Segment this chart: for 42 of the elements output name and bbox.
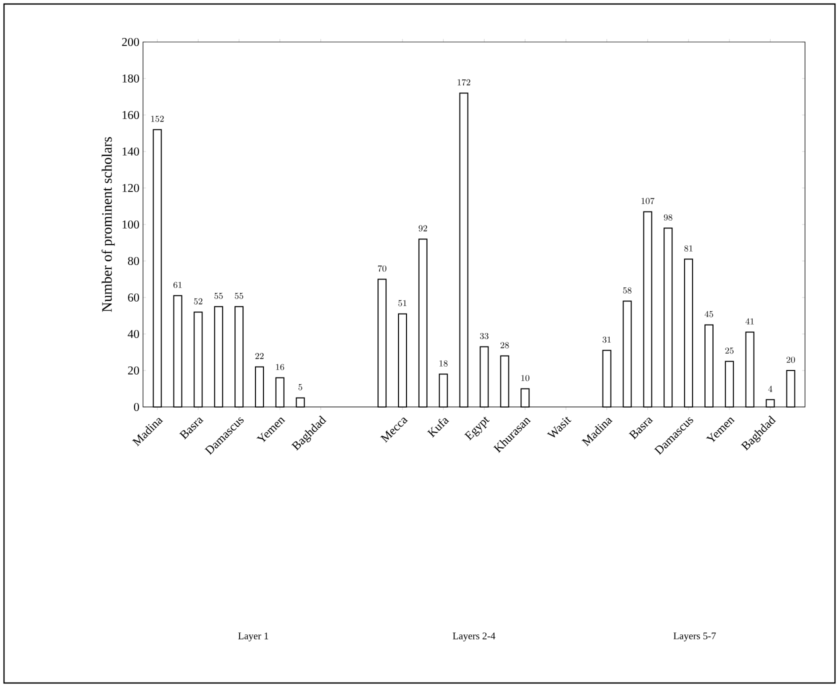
- text: Layer 1: [238, 632, 268, 642]
- data-label: 25: [725, 348, 734, 354]
- data-label: 28: [500, 342, 509, 348]
- data-label: 107: [642, 198, 654, 204]
- data-label: 10: [521, 374, 530, 382]
- data-label: 33: [480, 332, 488, 340]
- data-label: 51: [398, 300, 406, 306]
- x-tick-label: Kufa: [427, 418, 450, 438]
- data-label: 92: [418, 225, 428, 232]
- data-label: 5: [298, 384, 302, 390]
- y-tick-label: 160: [122, 110, 140, 120]
- text: Layers 2-4: [452, 632, 496, 642]
- y-tick-label: 60: [128, 293, 140, 302]
- y-axis-title: Number of prominent scholars: [102, 137, 115, 312]
- data-label: 98: [664, 214, 672, 221]
- data-label: 61: [174, 282, 182, 288]
- data-label: 55: [234, 292, 244, 299]
- y-tick-label: 0: [134, 402, 140, 412]
- data-label: 70: [378, 265, 386, 272]
- data-label: 58: [623, 287, 632, 294]
- y-tick-label: 180: [122, 74, 140, 83]
- y-tick-label: 120: [122, 184, 140, 192]
- data-label: 41: [746, 318, 754, 324]
- data-label: 45: [704, 310, 714, 318]
- data-label: 31: [602, 336, 611, 343]
- y-tick-label: 140: [122, 147, 140, 156]
- data-label: 172: [458, 79, 470, 86]
- data-label: 22: [255, 353, 264, 360]
- data-label: 16: [276, 364, 284, 370]
- data-label: 52: [194, 298, 202, 304]
- y-tick-label: 80: [128, 256, 140, 266]
- y-tick-label: 20: [128, 366, 140, 375]
- y-tick-label: 200: [122, 38, 140, 46]
- data-label: 152: [151, 116, 164, 122]
- y-tick-label: 40: [128, 330, 140, 338]
- data-label: 55: [214, 292, 223, 299]
- data-label: 4: [768, 386, 772, 392]
- data-label: 81: [684, 245, 692, 252]
- text: Layers 5-7: [674, 632, 716, 642]
- y-tick-label: 100: [122, 220, 140, 229]
- data-label: 20: [786, 356, 795, 363]
- data-label: 18: [440, 360, 448, 367]
